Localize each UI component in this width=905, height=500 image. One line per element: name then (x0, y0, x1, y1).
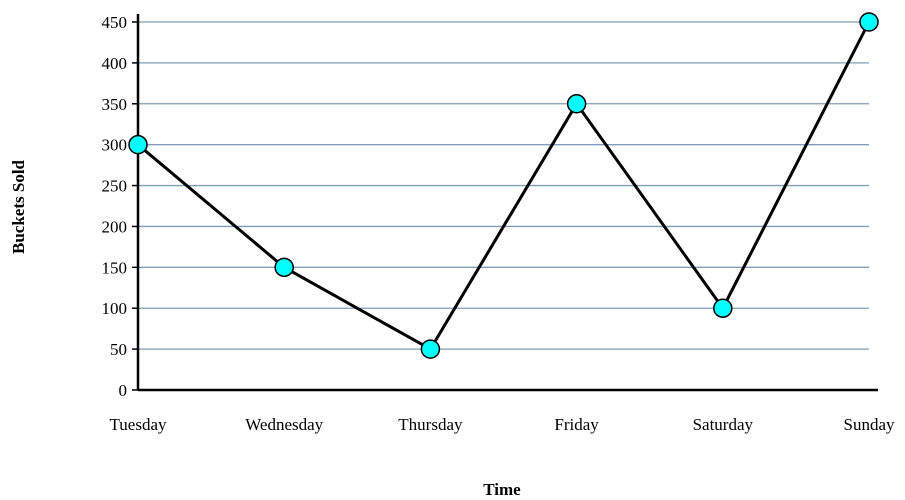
y-tick-label: 250 (102, 177, 128, 196)
y-tick-label: 150 (102, 258, 128, 277)
y-axis-ticks: 0 50 100 150 200 250 300 350 400 450 (102, 13, 138, 400)
axes (136, 14, 878, 392)
data-point (566, 94, 587, 114)
x-tick-label: Tuesday (110, 415, 167, 434)
y-tick-label: 350 (102, 95, 128, 114)
x-axis-title: Time (483, 480, 521, 499)
data-point (859, 12, 879, 32)
y-tick-label: 0 (119, 381, 128, 400)
y-tick-label: 450 (102, 13, 128, 32)
y-tick-label: 50 (110, 340, 127, 359)
data-point (128, 134, 148, 155)
data-point (420, 339, 441, 359)
x-axis-ticks: Tuesday Wednesday Thursday Friday Saturday Su… (110, 415, 896, 434)
y-tick-label: 300 (102, 136, 128, 155)
series-line (137, 21, 871, 352)
gridlines (138, 21, 869, 350)
y-axis-title: Buckets Sold (9, 159, 28, 254)
data-point (713, 298, 733, 318)
series (128, 12, 879, 359)
y-tick-label: 100 (102, 299, 128, 318)
x-tick-label: Friday (554, 415, 599, 434)
x-tick-label: Sunday (844, 415, 896, 434)
x-tick-label: Saturday (693, 415, 754, 434)
y-tick-label: 200 (102, 217, 128, 236)
x-tick-label: Wednesday (245, 415, 323, 434)
y-tick-label: 400 (102, 54, 128, 73)
x-tick-label: Thursday (398, 415, 463, 434)
data-point (274, 257, 294, 278)
